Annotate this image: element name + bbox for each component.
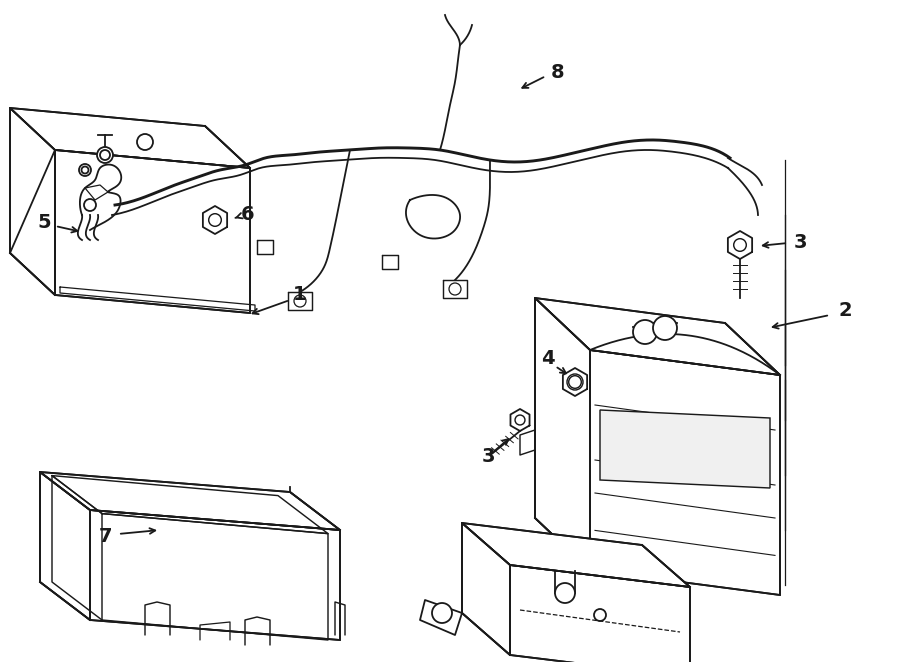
Circle shape [555, 583, 575, 603]
Text: 6: 6 [241, 205, 255, 224]
Polygon shape [590, 350, 780, 595]
Polygon shape [10, 108, 250, 168]
Text: 4: 4 [541, 348, 554, 367]
Circle shape [633, 320, 657, 344]
Text: 5: 5 [37, 214, 50, 232]
Text: 3: 3 [793, 232, 806, 252]
Text: 2: 2 [838, 301, 851, 320]
Polygon shape [462, 523, 690, 587]
Circle shape [653, 316, 677, 340]
Circle shape [97, 147, 113, 163]
Polygon shape [535, 298, 780, 375]
Text: 3: 3 [482, 446, 495, 465]
Polygon shape [600, 410, 770, 488]
Text: 1: 1 [293, 285, 307, 305]
Polygon shape [90, 510, 340, 640]
Text: 7: 7 [98, 528, 112, 547]
Text: 8: 8 [551, 62, 565, 81]
Polygon shape [40, 472, 90, 620]
Circle shape [79, 164, 91, 176]
Polygon shape [55, 150, 250, 313]
Polygon shape [10, 150, 55, 295]
Polygon shape [510, 565, 690, 662]
Polygon shape [535, 298, 590, 570]
Polygon shape [40, 472, 340, 530]
Polygon shape [462, 523, 510, 655]
Circle shape [432, 603, 452, 623]
